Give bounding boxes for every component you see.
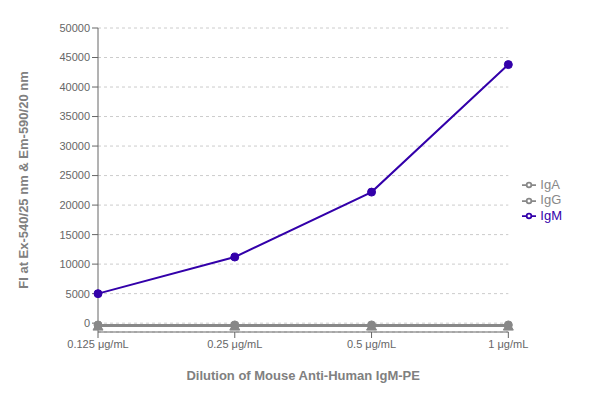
- svg-text:50000: 50000: [59, 22, 90, 34]
- html-text:IgG: IgG: [540, 192, 562, 208]
- svg-text:15000: 15000: [59, 229, 90, 241]
- svg-text:10000: 10000: [59, 258, 90, 270]
- svg-text:0.5 μg/mL: 0.5 μg/mL: [347, 338, 396, 350]
- svg-text:0.125 μg/mL: 0.125 μg/mL: [67, 338, 128, 350]
- svg-text:0.25 μg/mL: 0.25 μg/mL: [207, 338, 262, 350]
- svg-text:20000: 20000: [59, 199, 90, 211]
- svg-text:30000: 30000: [59, 140, 90, 152]
- svg-text:5000: 5000: [66, 288, 90, 300]
- svg-text:FI at Ex-540/25 nm & Em-590/20: FI at Ex-540/25 nm & Em-590/20 nm: [16, 71, 31, 288]
- svg-text:40000: 40000: [59, 81, 90, 93]
- svg-text:35000: 35000: [59, 110, 90, 122]
- svg-text:45000: 45000: [59, 51, 90, 63]
- html-text:IgM: IgM: [540, 207, 562, 223]
- svg-text:Dilution of Mouse Anti-Human I: Dilution of Mouse Anti-Human IgM-PE: [186, 368, 420, 383]
- html-text:IgA: IgA: [540, 176, 560, 192]
- svg-text:25000: 25000: [59, 169, 90, 181]
- svg-text:0: 0: [84, 317, 90, 329]
- svg-text:1 μg/mL: 1 μg/mL: [488, 338, 528, 350]
